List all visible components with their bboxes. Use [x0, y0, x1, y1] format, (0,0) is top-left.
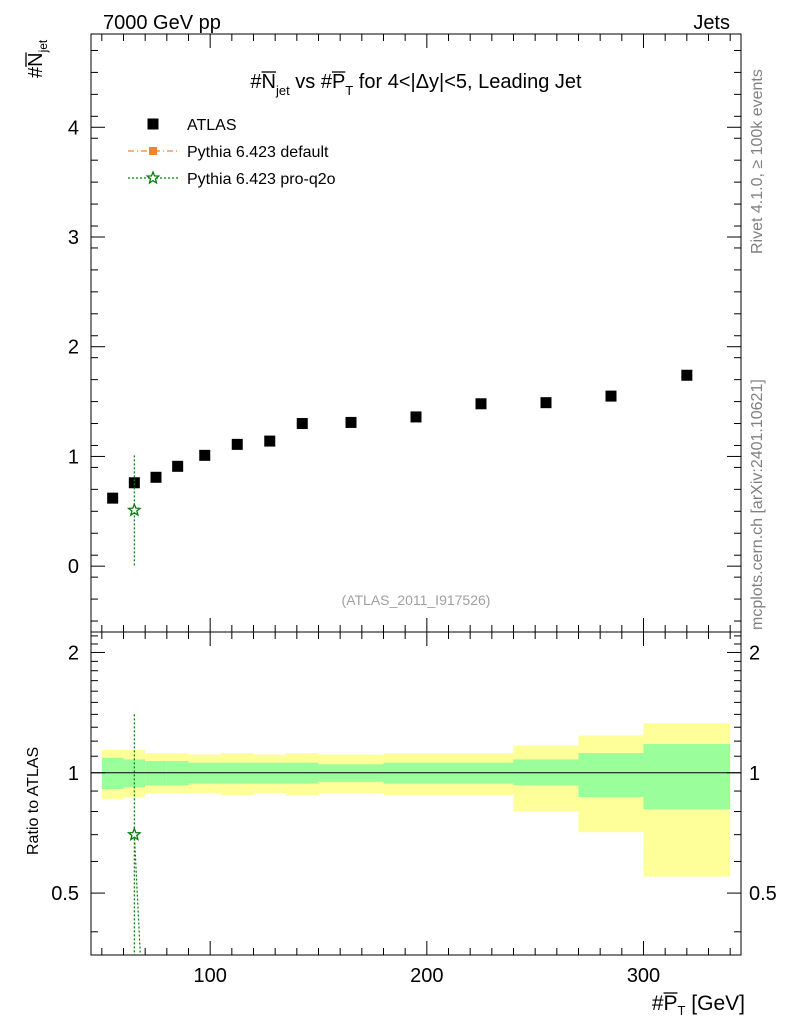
ratio-axis-ticks: 0.5 0.5 1 1 2 2 100 200 300 [51, 632, 777, 987]
ratio-panel-frame [90, 631, 742, 956]
atlas-point-11 [540, 397, 552, 409]
ratio-tick-label-left-1: 1 [68, 763, 79, 785]
atlas-point-12 [605, 390, 617, 402]
x-tick-label-1: 200 [410, 965, 443, 987]
atlas-point-7 [296, 418, 308, 430]
atlas-point-13 [681, 369, 693, 381]
atlas-point-3 [172, 460, 184, 472]
atlas-point-0 [107, 492, 119, 504]
ratio-tick-label-left-2: 2 [68, 642, 79, 664]
legend-label-1: Pythia 6.423 default [187, 144, 329, 161]
ratio-tick-label-left-0: 0.5 [51, 883, 79, 905]
ratio-y-axis-label: Ratio to ATLAS [25, 747, 42, 855]
y-axis-label-base: #N [25, 52, 47, 78]
atlas-point-1 [128, 477, 140, 489]
title-part-1: #N [250, 71, 276, 93]
ratio-band-green-0 [101, 757, 124, 790]
main-axis-ticks: 0 1 2 3 4 [68, 34, 741, 632]
legend-label-0: ATLAS [187, 117, 237, 134]
ratio-panel: 0.5 0.5 1 1 2 2 100 200 300 [51, 631, 777, 987]
ratio-band-green-1 [123, 759, 146, 788]
ratio-data-layer [126, 714, 142, 956]
x-tick-label-2: 300 [627, 965, 660, 987]
x-axis-label: #PT [GeV] [652, 992, 745, 1018]
y-tick-label-3: 3 [68, 227, 79, 249]
x-axis-label-sub: T [678, 1003, 686, 1018]
atlas-point-8 [345, 416, 357, 428]
ratio-band-green-13 [643, 744, 731, 810]
pro-q2o-point-0 [126, 502, 142, 517]
y-tick-label-4: 4 [68, 117, 79, 139]
title-part-1-sub: jet [275, 83, 290, 98]
pro-q2o-ratio-point-0 [126, 826, 142, 841]
main-data-layer [107, 369, 693, 567]
y-axis-label-sub: jet [36, 39, 50, 53]
main-panel: 0 1 2 3 4 [68, 33, 742, 633]
title-part-2-sub: T [345, 83, 353, 98]
ratio-tick-label-right-1: 1 [749, 763, 760, 785]
legend-label-2: Pythia 6.423 pro-q2o [187, 171, 336, 188]
rivet-version-label: Rivet 4.1.0, ≥ 100k events [749, 69, 766, 254]
y-tick-label-2: 2 [68, 337, 79, 359]
legend-marker-1 [149, 147, 157, 155]
ratio-tick-label-right-2: 2 [749, 642, 760, 664]
atlas-point-9 [410, 411, 422, 423]
legend: ATLAS Pythia 6.423 default Pythia 6.423 pr… [128, 117, 336, 188]
chart-title: #Njet vs #PT for 4<|Δy|<5, Leading Jet [250, 71, 582, 98]
mcplots-credit-label: mcplots.cern.ch [arXiv:2401.10621] [749, 379, 766, 630]
x-tick-label-0: 100 [193, 965, 226, 987]
ratio-tick-label-right-0: 0.5 [749, 883, 777, 905]
x-axis-label-base: #P [652, 992, 678, 1015]
ratio-uncertainty-bands [101, 723, 731, 877]
legend-marker-0 [147, 118, 159, 130]
header-energy-label: 7000 GeV pp [103, 12, 221, 34]
y-axis-label: #Njet [25, 39, 50, 78]
title-part-3: for 4<|Δy|<5, Leading Jet [353, 71, 582, 93]
pro-q2o-ratio-line-0 [133, 834, 141, 956]
atlas-point-2 [150, 471, 162, 483]
y-tick-label-1: 1 [68, 446, 79, 468]
ratio-band-green-12 [578, 753, 644, 797]
header-category-label: Jets [693, 12, 730, 34]
x-axis-label-unit: [GeV] [685, 992, 745, 1015]
atlas-point-5 [231, 438, 243, 450]
atlas-point-6 [264, 435, 276, 447]
title-part-2: vs #P [290, 71, 346, 93]
analysis-watermark: (ATLAS_2011_I917526) [342, 592, 491, 608]
atlas-point-4 [199, 449, 211, 461]
legend-marker-2 [145, 170, 161, 185]
atlas-point-10 [475, 398, 487, 410]
y-tick-label-0: 0 [68, 556, 79, 578]
